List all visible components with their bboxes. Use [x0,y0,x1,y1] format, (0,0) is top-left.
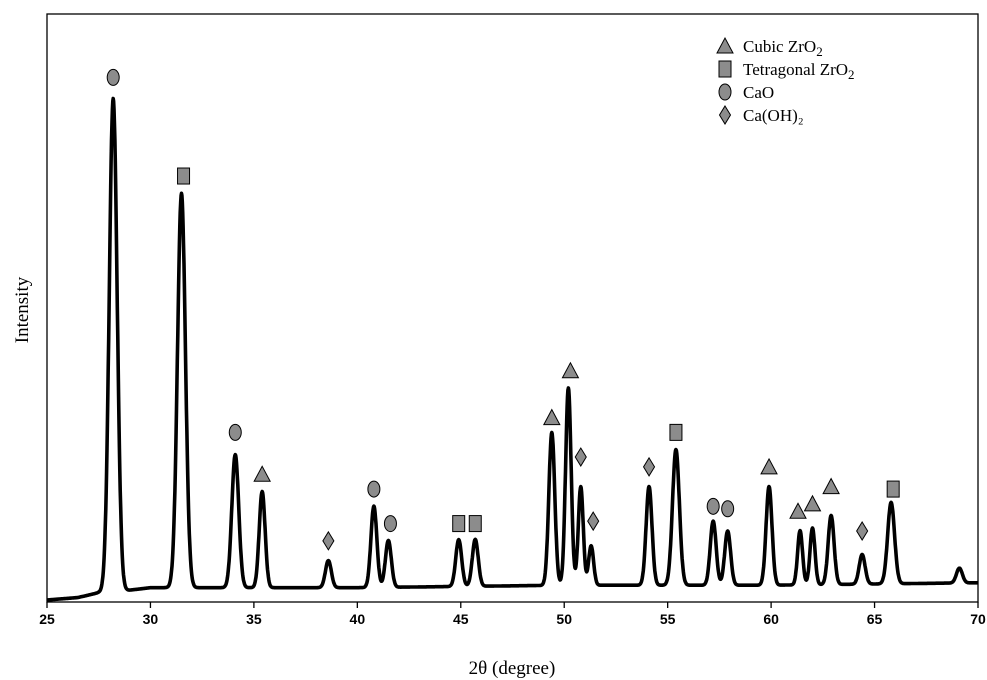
legend-label: Cubic ZrO2 [743,37,823,59]
plot-frame [46,13,979,603]
xrd-pattern-line [45,96,980,602]
triangle-marker [789,502,807,519]
legend-label: Ca(OH)₂ [743,106,804,125]
x-axis-title: 2θ (degree) [469,658,556,679]
legend-square-icon [718,60,732,78]
x-tick-label: 70 [970,611,986,627]
x-tick-label: 60 [763,611,779,627]
x-tick-label: 65 [867,611,883,627]
circle-marker [706,497,720,515]
x-tick-label: 40 [350,611,366,627]
diamond-marker [574,447,587,467]
x-tick-label: 55 [660,611,676,627]
x-axis-ticks: 25 30 35 40 45 50 55 60 65 70 [39,602,986,627]
circle-marker [106,68,120,86]
triangle-marker [822,477,840,495]
square-marker [886,480,900,498]
triangle-marker [542,408,561,426]
square-marker [468,515,482,533]
circle-marker [383,515,397,533]
phase-markers [106,68,900,551]
legend-label: Tetragonal ZrO2 [743,60,855,82]
circle-marker [367,480,381,498]
x-tick-label: 25 [39,611,55,627]
circle-marker [228,423,242,441]
diamond-marker [856,521,869,541]
diamond-marker [587,511,600,532]
x-tick-label: 30 [143,611,159,627]
triangle-marker [561,361,580,379]
diamond-marker [642,456,656,477]
legend-label: CaO [743,83,774,102]
diamond-marker [322,530,335,551]
x-tick-label: 45 [453,611,469,627]
circle-marker [721,500,735,518]
square-marker [452,515,466,533]
x-tick-label: 50 [556,611,572,627]
square-marker [177,167,191,185]
legend-circle-icon [718,83,732,101]
triangle-marker [760,457,778,475]
legend-diamond-icon [718,105,732,125]
x-tick-label: 35 [246,611,262,627]
triangle-marker [803,494,822,512]
triangle-marker [253,465,271,482]
square-marker [669,423,683,441]
y-axis-title: Intensity [12,276,33,343]
legend-triangle-icon [716,36,734,54]
